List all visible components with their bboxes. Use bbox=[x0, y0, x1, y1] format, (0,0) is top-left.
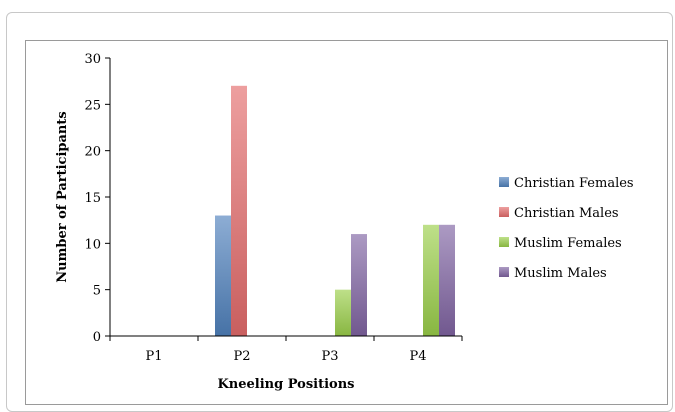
y-axis-title: Number of Participants bbox=[55, 111, 70, 282]
bar-christian-females-p2 bbox=[215, 215, 231, 336]
legend-label: Muslim Females bbox=[514, 236, 622, 251]
x-axis-ticks: P1 P2 P3 P4 bbox=[109, 336, 463, 364]
bar-muslim-females-p3 bbox=[335, 289, 351, 336]
y-tick-label: 15 bbox=[84, 191, 101, 206]
legend-swatch bbox=[499, 177, 509, 187]
legend-label: Christian Males bbox=[514, 206, 619, 221]
x-axis-title: Kneeling Positions bbox=[218, 377, 355, 392]
y-axis-ticks: 0 5 10 15 20 25 30 bbox=[84, 52, 110, 345]
bar-muslim-males-p3 bbox=[351, 234, 367, 336]
y-tick-label: 5 bbox=[93, 284, 101, 299]
legend-swatch bbox=[499, 267, 509, 277]
legend-swatch bbox=[499, 237, 509, 247]
x-tick-label: P1 bbox=[145, 349, 162, 364]
y-tick-label: 0 bbox=[93, 330, 101, 345]
x-tick-label: P4 bbox=[409, 349, 426, 364]
bars-layer bbox=[215, 85, 455, 336]
y-tick-label: 25 bbox=[84, 98, 101, 113]
y-tick-label: 30 bbox=[84, 52, 101, 67]
legend: Christian Females Christian Males Muslim F… bbox=[499, 176, 634, 281]
bar-christian-males-p2 bbox=[231, 85, 247, 336]
legend-swatch bbox=[499, 207, 509, 217]
y-tick-label: 20 bbox=[84, 145, 101, 160]
chart-area bbox=[25, 40, 668, 405]
bar-muslim-females-p4 bbox=[423, 224, 439, 336]
bar-muslim-males-p4 bbox=[439, 224, 455, 336]
legend-label: Christian Females bbox=[514, 176, 634, 191]
y-tick-label: 10 bbox=[84, 237, 101, 252]
x-tick-label: P3 bbox=[321, 349, 338, 364]
x-tick-label: P2 bbox=[233, 349, 250, 364]
legend-label: Muslim Males bbox=[514, 266, 607, 281]
